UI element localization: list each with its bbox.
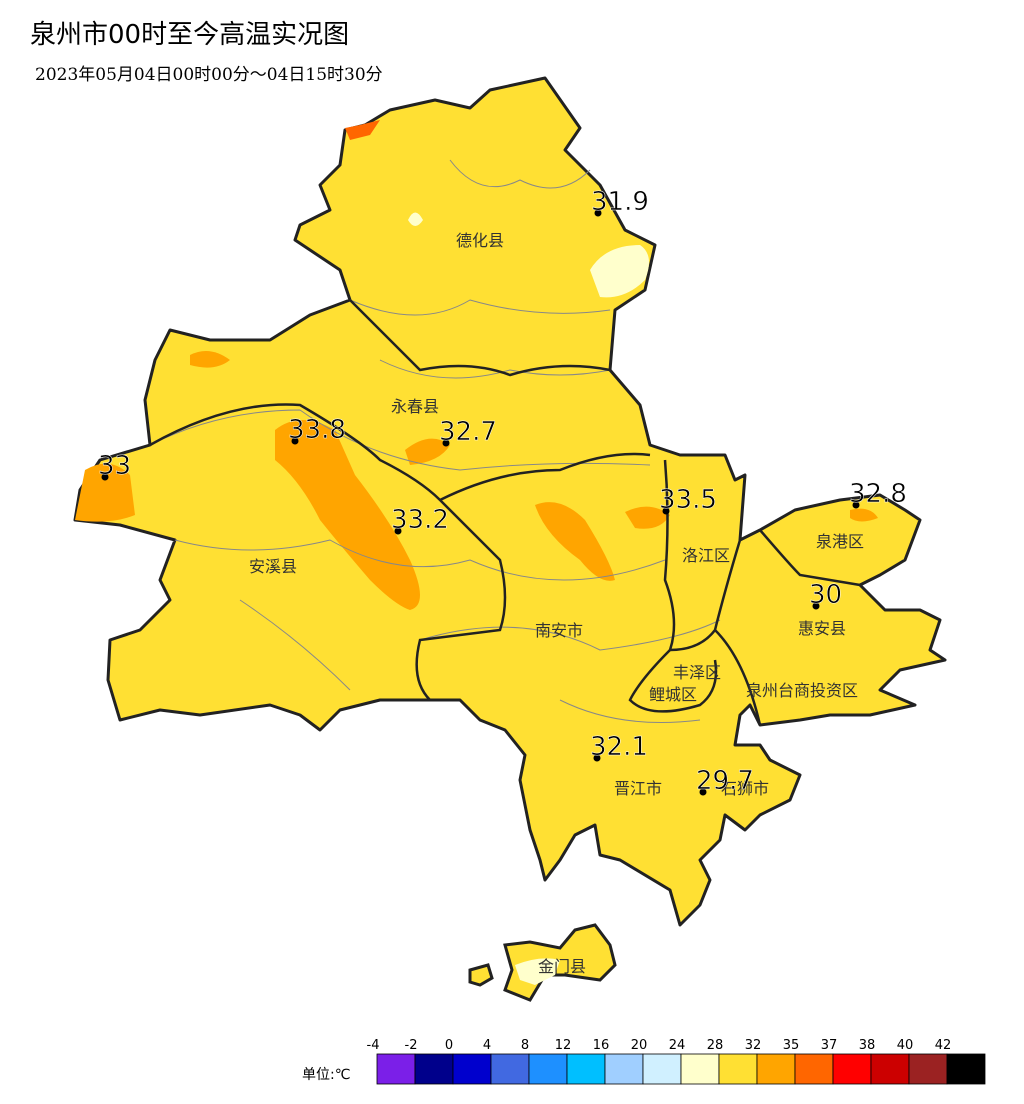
- legend-tick: 20: [631, 1038, 648, 1053]
- station-dot: [699, 788, 707, 796]
- region-outline: [73, 76, 947, 927]
- legend-tick: 0: [445, 1038, 453, 1053]
- station-dot: [442, 439, 450, 447]
- legend-swatch: [794, 1053, 834, 1085]
- station-value: 33.2: [391, 505, 449, 535]
- town-lines: [149, 159, 721, 723]
- station-value: 32.7: [439, 417, 497, 447]
- station-dot: [394, 527, 402, 535]
- district-label: 泉港区: [816, 532, 864, 551]
- district-label: 洛江区: [682, 546, 730, 565]
- legend-tick: 42: [935, 1038, 952, 1053]
- legend-tick: 35: [783, 1038, 800, 1053]
- legend-swatch: [718, 1053, 758, 1085]
- legend-swatch: [452, 1053, 492, 1085]
- legend-tick: 38: [859, 1038, 876, 1053]
- legend-tick: 32: [745, 1038, 762, 1053]
- district-label: 惠安县: [798, 619, 846, 638]
- district-label: 鲤城区: [649, 685, 697, 704]
- station-value: 33: [98, 451, 131, 481]
- legend-swatch: [680, 1053, 720, 1085]
- legend-swatch: [870, 1053, 910, 1085]
- station-dot: [593, 754, 601, 762]
- legend-swatch: [832, 1053, 872, 1085]
- legend-tick: 12: [555, 1038, 572, 1053]
- station-dot: [812, 602, 820, 610]
- station-value: 29.7: [696, 766, 754, 796]
- map: [73, 76, 947, 1002]
- legend-tick: 4: [483, 1038, 491, 1053]
- district-label: 永春县: [391, 397, 439, 416]
- station-value: 33.8: [288, 415, 346, 445]
- legend-tick: 16: [593, 1038, 610, 1053]
- station-value: 32.8: [849, 479, 907, 509]
- legend-swatch: [376, 1053, 416, 1085]
- legend-unit: 单位:℃: [302, 1067, 350, 1083]
- district-label: 安溪县: [249, 557, 297, 576]
- station-dot: [101, 473, 109, 481]
- legend-swatch: [566, 1053, 606, 1085]
- legend-swatch: [414, 1053, 454, 1085]
- legend-swatch: [604, 1053, 644, 1085]
- hot-areas: [75, 120, 878, 610]
- subtitle: 2023年05月04日00时00分～04日15时30分: [35, 65, 383, 85]
- district-label: 南安市: [535, 621, 583, 640]
- cool-area: [408, 212, 649, 298]
- legend-swatch: [490, 1053, 530, 1085]
- district-label: 晋江市: [614, 779, 662, 798]
- station-value: 31.9: [591, 187, 649, 217]
- legend-tick: 28: [707, 1038, 724, 1053]
- legend-swatch: [946, 1053, 986, 1085]
- station-value: 33.5: [659, 485, 717, 515]
- legend-swatch: [528, 1053, 568, 1085]
- district-label: 石狮市: [721, 779, 769, 798]
- legend-tick: -2: [405, 1038, 418, 1053]
- station-dot: [662, 507, 670, 515]
- station-value: 32.1: [590, 732, 648, 762]
- station-dot: [291, 437, 299, 445]
- legend-swatch: [756, 1053, 796, 1085]
- legend-tick: 8: [521, 1038, 529, 1053]
- legend-tick: 40: [897, 1038, 914, 1053]
- district-label: 泉州台商投资区: [746, 681, 858, 700]
- district-borders: [149, 299, 861, 726]
- station-value: 30: [809, 580, 842, 610]
- islet: [468, 963, 494, 987]
- station-dot: [852, 501, 860, 509]
- legend-tick: 37: [821, 1038, 838, 1053]
- legend-tick: -4: [367, 1038, 380, 1053]
- kinmen-cool: [515, 958, 560, 985]
- legend-swatch: [642, 1053, 682, 1085]
- district-label: 德化县: [456, 231, 504, 250]
- legend-swatch: [908, 1053, 948, 1085]
- district-label: 丰泽区: [673, 663, 721, 682]
- station-dot: [594, 209, 602, 217]
- legend-tick: 24: [669, 1038, 686, 1053]
- district-label: 金门县: [538, 957, 586, 976]
- title: 泉州市00时至今高温实况图: [30, 20, 349, 50]
